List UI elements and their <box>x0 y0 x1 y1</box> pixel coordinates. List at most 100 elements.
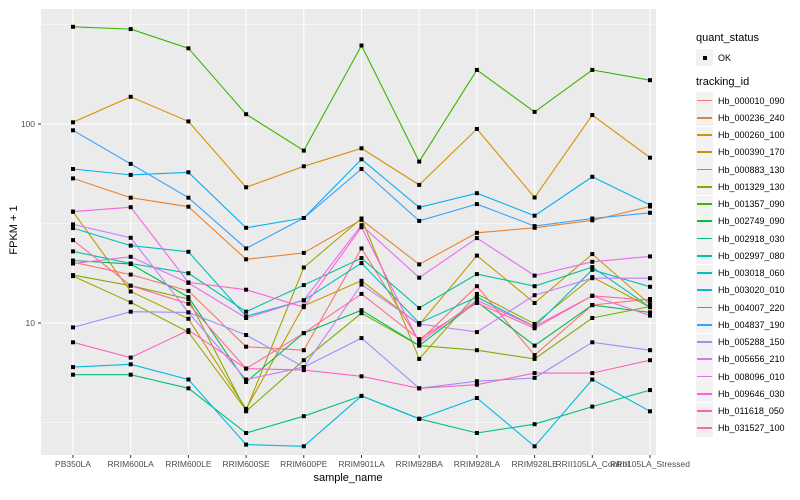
data-point <box>128 362 133 367</box>
legend-quant-status-title: quant_status <box>696 32 759 44</box>
data-point <box>71 258 75 263</box>
data-point <box>186 195 191 200</box>
data-point <box>301 444 306 449</box>
data-point <box>474 284 479 289</box>
data-point <box>301 298 306 303</box>
data-point <box>186 119 191 124</box>
data-point <box>648 202 652 207</box>
data-point <box>301 305 306 310</box>
x-tick-label: RRIM600LE <box>165 459 212 469</box>
data-point <box>128 94 133 99</box>
x-tick-label: RRIM928LE <box>511 459 558 469</box>
legend-item-Hb_000236_240: Hb_000236_240 <box>696 109 785 127</box>
data-point <box>71 24 75 29</box>
data-point <box>648 298 652 303</box>
legend-item-label: Hb_031527_100 <box>718 423 785 434</box>
data-point <box>359 278 364 283</box>
line-swatch-icon <box>696 350 713 368</box>
data-point <box>417 262 422 267</box>
x-tick-label: RRII105LA_Control <box>555 459 630 469</box>
data-point <box>532 109 537 114</box>
data-point <box>590 113 595 117</box>
data-point <box>186 386 191 391</box>
data-point <box>474 348 479 353</box>
line-swatch-icon <box>696 385 713 403</box>
data-point <box>590 276 595 281</box>
data-point <box>301 365 306 370</box>
data-point <box>359 374 364 379</box>
data-point <box>474 379 479 384</box>
data-point <box>590 303 595 308</box>
x-tick-label: RRIM600PE <box>280 459 328 469</box>
data-point <box>532 353 537 358</box>
data-point <box>71 238 75 243</box>
data-point <box>71 226 75 231</box>
data-point <box>532 273 537 278</box>
data-point <box>71 340 75 345</box>
data-point <box>417 386 422 391</box>
data-point <box>128 243 133 248</box>
data-point <box>186 328 191 333</box>
data-point <box>186 46 191 51</box>
legend-item-Hb_000390_170: Hb_000390_170 <box>696 143 785 161</box>
data-point <box>301 216 306 220</box>
data-point <box>417 337 422 342</box>
data-point <box>244 431 249 435</box>
legend-item-label: Hb_005656_210 <box>718 354 785 365</box>
x-tick-label: RRIM600LA <box>107 459 154 469</box>
data-point <box>474 230 479 235</box>
data-point <box>474 382 479 387</box>
data-point <box>648 310 652 315</box>
legend-item-Hb_001329_130: Hb_001329_130 <box>696 178 785 196</box>
data-point <box>186 316 191 321</box>
line-swatch-icon <box>696 368 713 385</box>
data-point <box>474 253 479 258</box>
data-point <box>532 284 537 289</box>
data-point <box>648 358 652 363</box>
line-swatch-icon <box>696 419 713 437</box>
line-swatch-icon <box>696 109 713 127</box>
data-point <box>359 336 364 341</box>
line-swatch-icon <box>696 195 713 213</box>
data-point <box>71 273 75 278</box>
data-point <box>301 414 306 419</box>
plot-panel <box>41 9 656 455</box>
data-point <box>301 331 306 336</box>
legend-item-Hb_003018_060: Hb_003018_060 <box>696 264 785 282</box>
data-point <box>128 272 133 277</box>
data-point <box>417 159 422 164</box>
legend-item-Hb_008096_010: Hb_008096_010 <box>696 368 785 385</box>
legend-item-Hb_002997_080: Hb_002997_080 <box>696 247 785 265</box>
legend-item-label: Hb_005288_150 <box>718 337 785 347</box>
data-point <box>590 216 595 221</box>
data-point <box>474 301 479 305</box>
legend-item-Hb_000883_130: Hb_000883_130 <box>696 161 785 178</box>
data-point <box>301 368 306 373</box>
data-point <box>244 344 249 349</box>
legend-item-Hb_001357_090: Hb_001357_090 <box>696 195 785 213</box>
data-point <box>186 301 191 306</box>
data-point <box>532 195 537 200</box>
line-swatch-icon <box>696 161 713 178</box>
data-point <box>359 393 364 398</box>
data-point <box>71 128 75 133</box>
data-point <box>128 195 133 200</box>
data-point <box>244 366 249 371</box>
data-point <box>590 265 595 270</box>
data-point <box>244 316 249 320</box>
x-axis-title: sample_name <box>313 472 383 484</box>
data-point <box>128 235 133 240</box>
legend-item-label: Hb_001329_130 <box>718 181 785 192</box>
data-point <box>417 356 422 361</box>
data-point <box>128 261 133 266</box>
data-point <box>590 252 595 257</box>
data-point <box>301 358 306 363</box>
data-point <box>244 442 249 447</box>
data-point <box>244 309 249 314</box>
line-swatch-icon <box>696 316 713 334</box>
data-point <box>532 321 537 326</box>
data-point <box>532 343 537 348</box>
legend-item-Hb_002749_090: Hb_002749_090 <box>696 212 785 230</box>
